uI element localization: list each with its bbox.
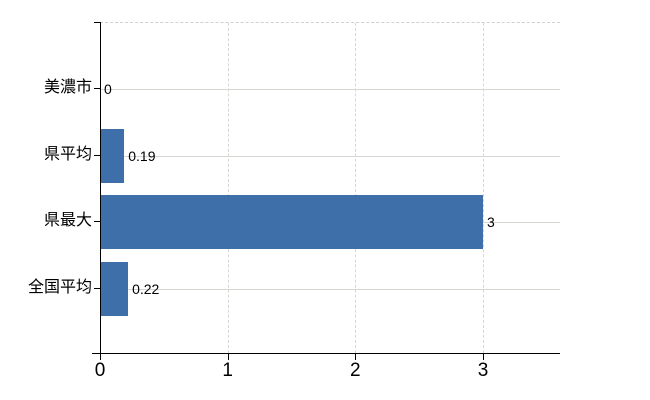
bar-value-label: 0.19 — [128, 148, 156, 164]
v-gridline — [483, 23, 484, 353]
x-tick-label: 3 — [477, 360, 489, 381]
x-axis-line — [92, 353, 560, 354]
h-gridline — [100, 89, 560, 90]
bar — [100, 129, 125, 183]
h-gridline — [100, 156, 560, 157]
x-tick-label: 0 — [94, 360, 106, 381]
category-label: 県平均 — [43, 146, 92, 163]
bar-value-label: 3 — [487, 214, 495, 230]
y-axis-line — [100, 22, 101, 353]
x-axis-tick — [483, 354, 484, 360]
category-label: 全国平均 — [27, 279, 92, 296]
y-axis-tick — [94, 288, 100, 289]
v-gridline — [355, 23, 357, 353]
x-axis-tick — [100, 354, 101, 360]
x-tick-label: 1 — [222, 360, 233, 381]
v-gridline — [227, 23, 229, 353]
bar — [100, 195, 483, 249]
x-tick-label: 2 — [350, 360, 361, 381]
y-axis-tick — [94, 88, 100, 89]
bar — [100, 262, 129, 316]
y-axis-tick — [94, 155, 100, 156]
bar-value-label: 0 — [104, 81, 112, 97]
y-axis-tick — [94, 221, 100, 222]
x-axis-tick — [355, 354, 357, 360]
x-axis-tick — [227, 354, 229, 360]
plot-area: 0 0.19 3 0.22 — [100, 22, 560, 353]
h-gridline — [100, 289, 560, 290]
category-label: 県最大 — [43, 212, 92, 229]
bar-value-label: 0.22 — [132, 281, 160, 297]
y-axis-top-tick — [94, 22, 100, 23]
category-label: 美濃市 — [43, 79, 92, 96]
